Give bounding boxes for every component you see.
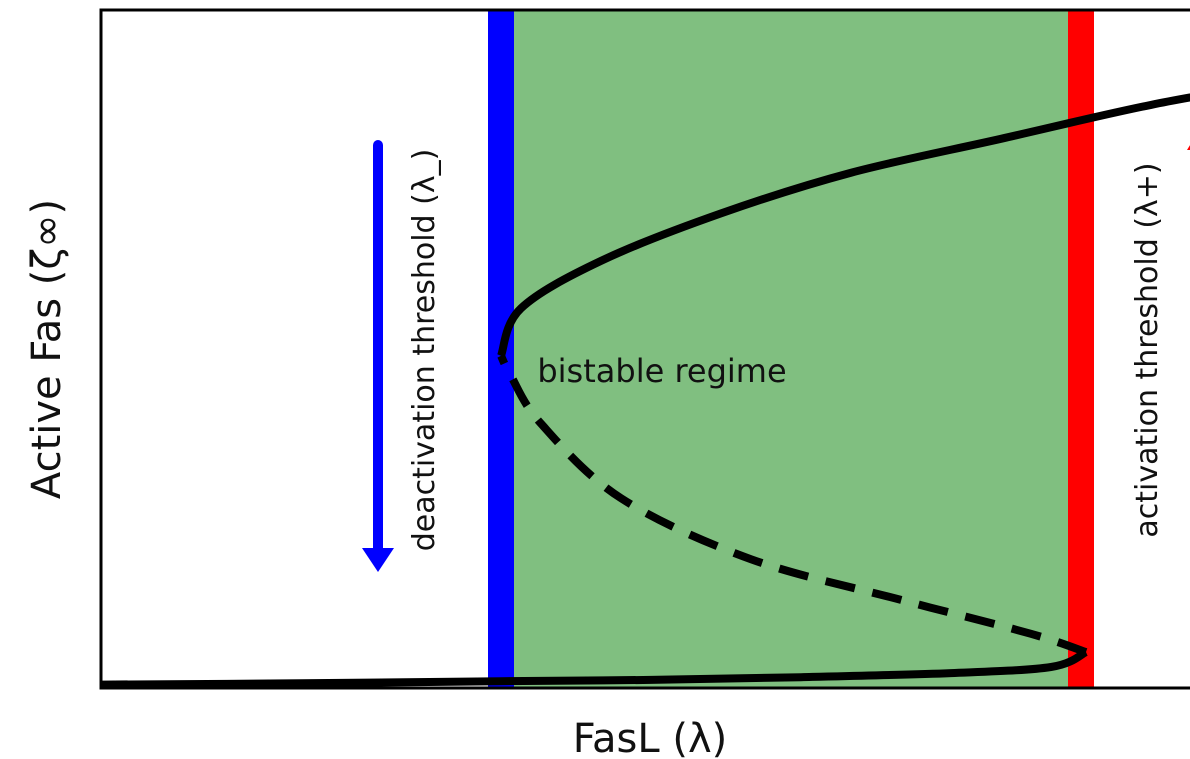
y-axis-label: Active Fas (ζ∞) [24, 199, 70, 499]
bistable-region-0 [501, 10, 1081, 688]
labels-layer: deactivation threshold (λ_) activation th… [407, 149, 1165, 552]
activation-arrow-head [1187, 145, 1190, 150]
unstable-branch-1 [497, 354, 1088, 656]
curves-layer [101, 93, 1190, 688]
threshold-band-1 [1068, 10, 1094, 688]
threshold-label-0: deactivation threshold (λ_) [407, 149, 442, 552]
x-axis-label: FasL (λ) [573, 716, 728, 759]
stable-branch-2 [497, 93, 1190, 358]
plot-frame [99, 8, 1190, 690]
region-label: bistable regime [537, 352, 786, 390]
stable-branch-0 [101, 648, 1088, 688]
deactivation-arrow-head [362, 548, 394, 572]
threshold-label-1: activation threshold (λ+) [1130, 162, 1165, 537]
arrows-layer [362, 140, 1190, 572]
regions-layer [488, 10, 1094, 688]
